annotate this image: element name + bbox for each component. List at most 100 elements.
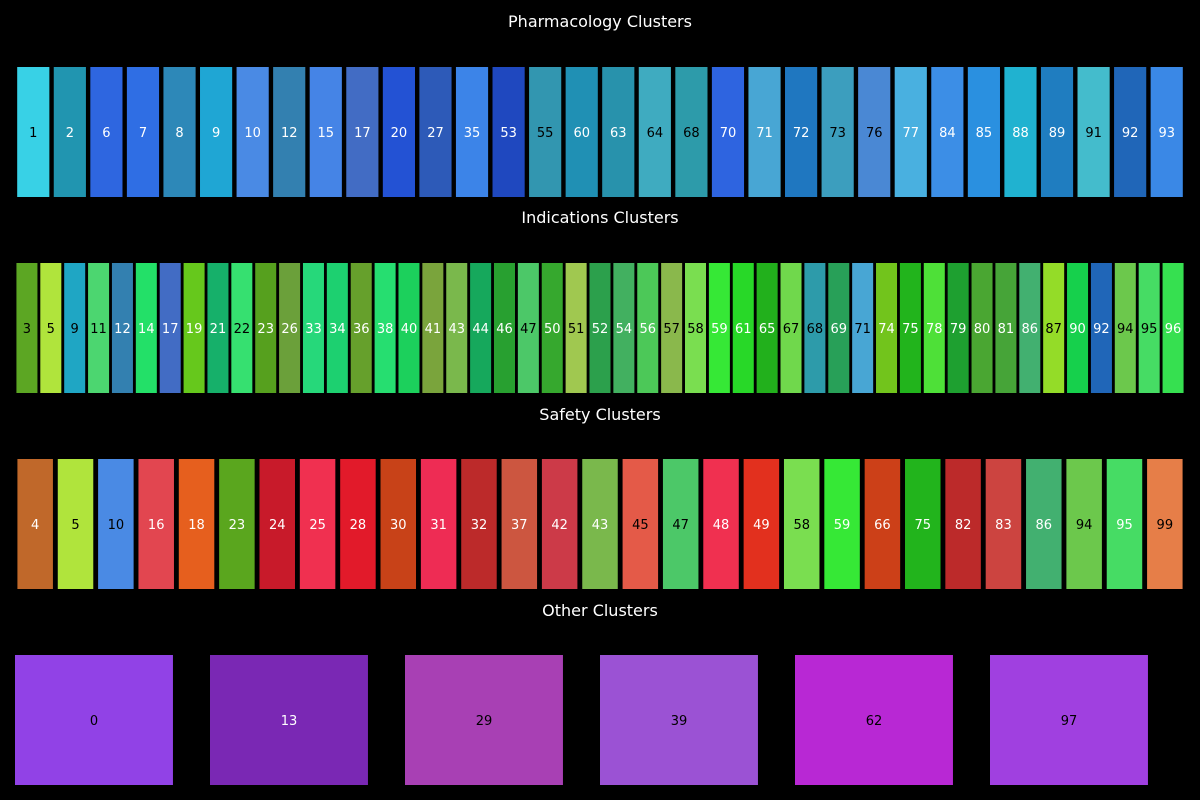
- cluster-label-indications-52: 52: [592, 322, 609, 337]
- cluster-cell-pharmacology-85: [967, 67, 1000, 197]
- cluster-label-pharmacology-71: 71: [756, 126, 773, 141]
- cluster-cell-indications-38: [374, 263, 396, 393]
- cluster-label-indications-36: 36: [353, 322, 370, 337]
- cluster-cell-pharmacology-17: [346, 67, 379, 197]
- cluster-cell-safety-32: [461, 459, 497, 589]
- cluster-cell-other-62: [795, 655, 953, 785]
- cluster-label-safety-49: 49: [753, 518, 770, 533]
- cluster-cell-safety-23: [219, 459, 255, 589]
- cluster-cell-safety-10: [98, 459, 134, 589]
- cluster-label-indications-50: 50: [544, 322, 561, 337]
- cluster-label-indications-68: 68: [807, 322, 824, 337]
- cluster-cell-pharmacology-76: [858, 67, 891, 197]
- cluster-cell-indications-51: [565, 263, 587, 393]
- cluster-label-other-97: 97: [1061, 714, 1078, 729]
- cluster-cell-pharmacology-7: [126, 67, 160, 197]
- cluster-label-pharmacology-53: 53: [500, 126, 517, 141]
- cluster-cell-pharmacology-88: [1004, 67, 1037, 197]
- cluster-label-indications-75: 75: [902, 322, 919, 337]
- cluster-cell-indications-71: [852, 263, 874, 393]
- cluster-label-pharmacology-63: 63: [610, 126, 627, 141]
- cluster-label-indications-94: 94: [1117, 322, 1134, 337]
- cluster-cell-indications-80: [971, 263, 993, 393]
- cluster-cell-safety-43: [582, 459, 618, 589]
- cluster-label-pharmacology-84: 84: [939, 126, 956, 141]
- cluster-label-safety-42: 42: [551, 518, 568, 533]
- cluster-cell-safety-48: [703, 459, 739, 589]
- cluster-cell-safety-66: [864, 459, 901, 589]
- cluster-cell-safety-83: [985, 459, 1022, 589]
- cluster-cell-pharmacology-20: [382, 67, 415, 197]
- cluster-cell-safety-28: [340, 459, 376, 589]
- panel-pharmacology: 1 2 6 7 8 9 10 12 15 17 20 27 35 53 55 60 63 64 68 70 71 72 73…: [17, 67, 1183, 197]
- cluster-cell-pharmacology-89: [1040, 67, 1074, 197]
- cluster-label-pharmacology-72: 72: [793, 126, 810, 141]
- cluster-label-pharmacology-68: 68: [683, 126, 700, 141]
- cluster-label-safety-43: 43: [592, 518, 609, 533]
- cluster-cell-indications-23: [255, 263, 277, 393]
- cluster-label-indications-78: 78: [926, 322, 943, 337]
- cluster-label-indications-3: 3: [23, 322, 31, 337]
- cluster-label-pharmacology-35: 35: [464, 126, 481, 141]
- cluster-cell-pharmacology-70: [711, 67, 745, 197]
- cluster-cell-indications-9: [64, 263, 86, 393]
- cluster-label-pharmacology-93: 93: [1158, 126, 1175, 141]
- cluster-label-safety-59: 59: [834, 518, 851, 533]
- cluster-cell-pharmacology-9: [200, 67, 233, 197]
- cluster-label-indications-51: 51: [568, 322, 585, 337]
- cluster-cell-indications-75: [899, 263, 921, 393]
- cluster-label-safety-75: 75: [914, 518, 931, 533]
- cluster-cell-indications-5: [40, 263, 62, 393]
- cluster-label-indications-65: 65: [759, 322, 776, 337]
- cluster-label-pharmacology-12: 12: [281, 126, 298, 141]
- cluster-label-indications-11: 11: [90, 322, 107, 337]
- cluster-cell-indications-11: [88, 263, 110, 393]
- cluster-cell-indications-3: [16, 263, 38, 393]
- cluster-cell-indications-69: [828, 263, 850, 393]
- panel-title-other: Other Clusters: [542, 601, 658, 620]
- cluster-cell-pharmacology-27: [419, 67, 452, 197]
- cluster-cell-indications-56: [637, 263, 659, 393]
- cluster-label-other-29: 29: [476, 714, 493, 729]
- cluster-cell-indications-19: [183, 263, 205, 393]
- cluster-cell-pharmacology-77: [894, 67, 927, 197]
- cluster-label-pharmacology-27: 27: [427, 126, 444, 141]
- cluster-label-pharmacology-76: 76: [866, 126, 883, 141]
- cluster-label-safety-45: 45: [632, 518, 649, 533]
- cluster-cell-indications-95: [1138, 263, 1160, 393]
- cluster-label-indications-38: 38: [377, 322, 394, 337]
- cluster-cell-pharmacology-64: [638, 67, 671, 197]
- cluster-label-other-13: 13: [281, 714, 298, 729]
- cluster-label-indications-59: 59: [711, 322, 728, 337]
- cluster-label-indications-67: 67: [783, 322, 800, 337]
- cluster-cell-indications-92: [1090, 263, 1112, 393]
- cluster-cell-pharmacology-6: [90, 67, 123, 197]
- cluster-label-indications-44: 44: [472, 322, 489, 337]
- cluster-label-indications-33: 33: [305, 322, 322, 337]
- cluster-label-other-0: 0: [90, 714, 98, 729]
- cluster-label-pharmacology-70: 70: [720, 126, 737, 141]
- cluster-cell-safety-16: [138, 459, 174, 589]
- cluster-cell-indications-58: [685, 263, 707, 393]
- cluster-label-safety-82: 82: [955, 518, 972, 533]
- cluster-cell-safety-45: [622, 459, 659, 589]
- cluster-cell-indications-74: [876, 263, 898, 393]
- cluster-cell-other-39: [600, 655, 758, 785]
- cluster-cell-indications-22: [231, 263, 253, 393]
- cluster-cell-pharmacology-68: [675, 67, 708, 197]
- cluster-label-safety-25: 25: [309, 518, 326, 533]
- cluster-label-safety-16: 16: [148, 518, 165, 533]
- cluster-label-indications-80: 80: [974, 322, 991, 337]
- cluster-label-indications-54: 54: [616, 322, 633, 337]
- cluster-cell-safety-47: [662, 459, 699, 589]
- cluster-cell-pharmacology-2: [53, 67, 86, 197]
- cluster-label-indications-81: 81: [998, 322, 1015, 337]
- cluster-label-other-39: 39: [671, 714, 688, 729]
- cluster-label-indications-46: 46: [496, 322, 513, 337]
- cluster-cell-safety-31: [420, 459, 457, 589]
- cluster-cell-pharmacology-60: [565, 67, 598, 197]
- cluster-cell-indications-12: [111, 263, 133, 393]
- cluster-label-indications-14: 14: [138, 322, 155, 337]
- cluster-cell-indications-26: [279, 263, 301, 393]
- cluster-cell-safety-25: [299, 459, 336, 589]
